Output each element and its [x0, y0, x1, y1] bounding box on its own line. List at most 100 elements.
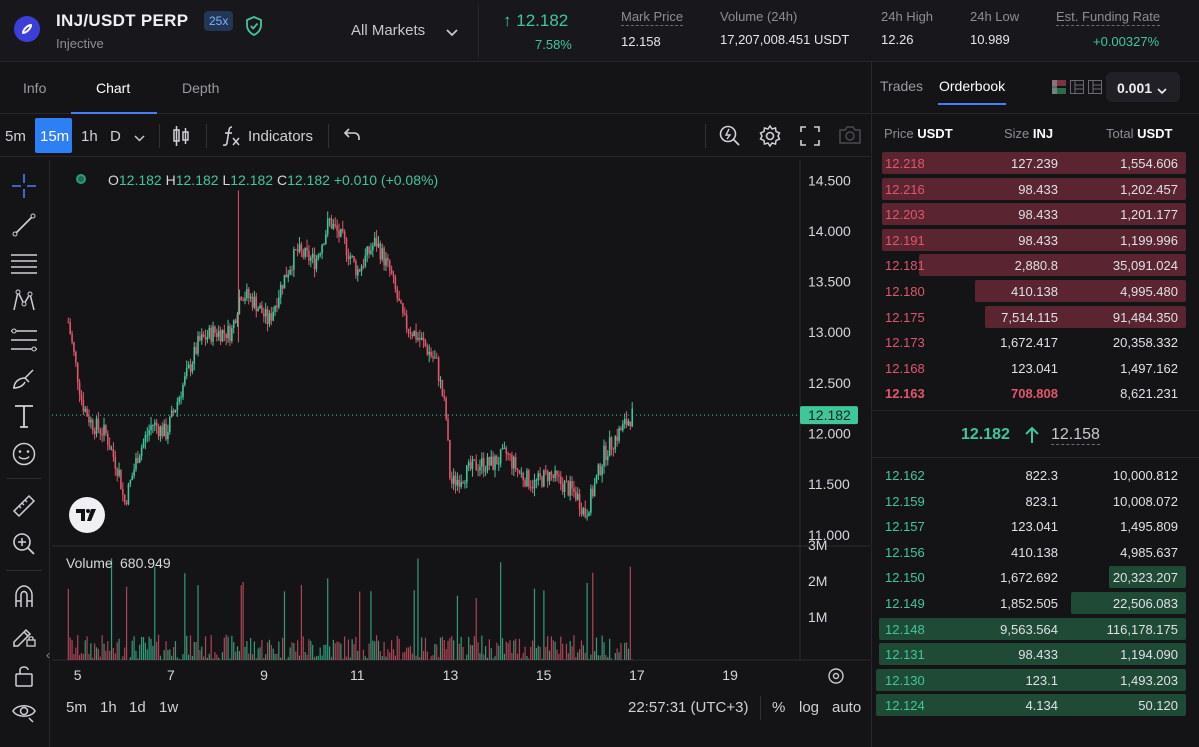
range-1d[interactable]: 1d — [129, 699, 146, 716]
order-price: 12.203 — [885, 207, 925, 223]
order-size: 123.1 — [1025, 672, 1058, 688]
volume-bar — [584, 652, 586, 660]
bid-row[interactable]: 12.150 1,672.692 20,323.207 — [876, 565, 1186, 589]
text-tool-icon[interactable] — [10, 402, 38, 430]
all-markets-dropdown[interactable]: All Markets — [351, 22, 426, 39]
ask-row[interactable]: 12.181 2,880.8 35,091.024 — [876, 253, 1186, 277]
bid-row[interactable]: 12.159 823.1 10,008.072 — [876, 489, 1186, 513]
timeframe-5m[interactable]: 5m — [5, 128, 26, 145]
chevron-down-icon[interactable] — [134, 131, 145, 146]
volume-bar — [167, 649, 169, 660]
tab-info[interactable]: Info — [23, 80, 47, 96]
bid-row[interactable]: 12.156 410.138 4,985.637 — [876, 540, 1186, 564]
crosshair-icon[interactable] — [10, 172, 38, 200]
bid-row[interactable]: 12.157 123.041 1,495.809 — [876, 514, 1186, 538]
volume-bar — [516, 653, 519, 660]
order-total: 1,493.203 — [1120, 672, 1178, 688]
orderbook-asks-view-icon[interactable] — [1088, 80, 1102, 97]
volume-bar — [370, 591, 372, 660]
volume-bar — [417, 558, 419, 660]
range-1w[interactable]: 1w — [159, 699, 179, 716]
volume-bar — [453, 640, 455, 660]
ask-row[interactable]: 12.216 98.433 1,202.457 — [876, 177, 1186, 201]
bid-row[interactable]: 12.124 4.134 50.120 — [876, 693, 1186, 717]
magnet-icon[interactable] — [10, 582, 38, 610]
volume-bar — [464, 659, 466, 660]
ask-row[interactable]: 12.175 7,514.115 91,484.350 — [876, 305, 1186, 329]
tick-size-value[interactable]: 0.001 — [1117, 80, 1153, 96]
volume-bar — [419, 657, 421, 660]
depth-bar — [876, 668, 1186, 691]
undo-icon[interactable] — [343, 127, 361, 146]
candles-icon[interactable] — [171, 125, 191, 150]
horizontal-lines-icon[interactable] — [10, 250, 38, 278]
candle-body — [603, 445, 605, 467]
range-5m[interactable]: 5m — [66, 699, 87, 716]
tab-chart[interactable]: Chart — [96, 80, 131, 96]
ask-row[interactable]: 12.168 123.041 1,497.162 — [876, 356, 1186, 380]
auto-scale-toggle[interactable]: auto — [832, 699, 862, 716]
chart-canvas[interactable]: 14.500 14.000 13.500 13.000 12.500 12.000 11.5… — [52, 160, 870, 690]
bid-row[interactable]: 12.148 9,563.564 116,178.175 — [876, 617, 1186, 641]
pattern-icon[interactable] — [10, 287, 38, 315]
lock-icon[interactable] — [10, 661, 38, 689]
volume-bar — [310, 640, 312, 660]
tab-trades[interactable]: Trades — [880, 78, 924, 94]
quick-search-icon[interactable] — [718, 124, 742, 151]
indicators-fx-icon[interactable] — [220, 124, 242, 151]
timeframe-15m[interactable]: 15m — [40, 128, 70, 145]
range-1h[interactable]: 1h — [100, 699, 117, 716]
ask-row[interactable]: 12.218 127.239 1,554.606 — [876, 151, 1186, 175]
ask-row[interactable]: 12.180 410.138 4,995.480 — [876, 279, 1186, 303]
bid-row[interactable]: 12.162 822.3 10,000.812 — [876, 463, 1186, 487]
camera-icon[interactable] — [838, 125, 862, 148]
ask-row[interactable]: 12.191 98.433 1,199.996 — [876, 228, 1186, 252]
trend-line-icon[interactable] — [10, 211, 38, 239]
volume-bar — [469, 644, 472, 660]
ask-row[interactable]: 12.203 98.433 1,201.177 — [876, 202, 1186, 226]
tradingview-logo[interactable] — [69, 497, 105, 533]
candle-body — [345, 238, 348, 256]
eye-icon[interactable] — [10, 697, 38, 725]
emoji-icon[interactable] — [10, 440, 38, 468]
candle-body — [377, 243, 380, 247]
candle-body — [526, 470, 528, 487]
volume-bar — [567, 653, 569, 660]
fullscreen-icon[interactable] — [800, 126, 820, 149]
tab-depth[interactable]: Depth — [182, 80, 220, 96]
zoom-in-icon[interactable] — [10, 530, 38, 558]
chart-clock[interactable]: 22:57:31 (UTC+3) — [628, 699, 749, 716]
chevron-left-icon[interactable]: ‹ — [46, 648, 50, 662]
orderbook-both-view-icon[interactable] — [1052, 80, 1066, 97]
ruler-icon[interactable] — [10, 492, 38, 520]
indicators-button[interactable]: Indicators — [248, 128, 314, 145]
volume-bar — [90, 643, 92, 660]
candle-body — [552, 474, 555, 478]
tab-orderbook[interactable]: Orderbook — [939, 78, 1006, 94]
gear-icon[interactable] — [758, 124, 782, 151]
timeframe-1h[interactable]: 1h — [81, 128, 98, 145]
price-chart[interactable]: 14.500 14.000 13.500 13.000 12.500 12.000 11.5… — [52, 160, 870, 690]
ask-row[interactable]: 12.163 708.808 8,621.231 — [876, 381, 1186, 405]
percent-scale-toggle[interactable]: % — [772, 699, 786, 716]
candle-body — [398, 298, 400, 301]
log-scale-toggle[interactable]: log — [799, 699, 820, 716]
chart-settings-icon[interactable] — [826, 666, 846, 689]
bid-row[interactable]: 12.130 123.1 1,493.203 — [876, 668, 1186, 692]
lock-drawings-pencil-icon[interactable] — [10, 621, 38, 649]
bid-row[interactable]: 12.131 98.433 1,194.090 — [876, 642, 1186, 666]
fib-retracement-icon[interactable] — [10, 326, 38, 354]
candle-body — [627, 421, 630, 426]
tick-size-select[interactable] — [1106, 72, 1180, 102]
brush-icon[interactable] — [10, 365, 38, 393]
volume-bar — [297, 640, 299, 660]
bid-row[interactable]: 12.149 1,852.505 22,506.083 — [876, 591, 1186, 615]
candle-body — [287, 274, 290, 278]
timeframe-d[interactable]: D — [110, 128, 121, 145]
orderbook-bids-view-icon[interactable] — [1070, 80, 1084, 97]
chevron-down-icon[interactable] — [446, 25, 458, 40]
chevron-down-icon[interactable] — [1157, 83, 1167, 98]
volume-bar — [492, 658, 494, 660]
ask-row[interactable]: 12.173 1,672.417 20,358.332 — [876, 330, 1186, 354]
volume-bar — [345, 656, 348, 660]
